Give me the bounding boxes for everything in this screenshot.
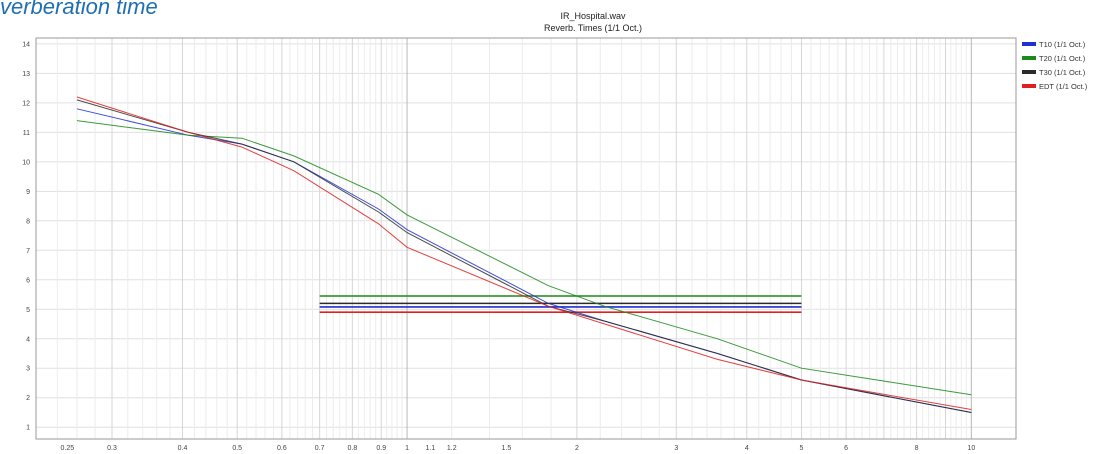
- y-tick-label: 3: [26, 366, 30, 373]
- grid: [35, 38, 1017, 439]
- x-tick-label: 3: [674, 445, 678, 452]
- x-tick-label: 5: [800, 445, 804, 452]
- legend-label: T30 (1/1 Oct.): [1039, 68, 1086, 77]
- x-tick-label: 1: [405, 445, 409, 452]
- x-tick-label: 10: [967, 445, 975, 452]
- x-tick-label: 0.5: [232, 445, 242, 452]
- y-tick-label: 1: [26, 425, 30, 432]
- overall-lines: [319, 295, 802, 314]
- x-tick-label: 2: [575, 445, 579, 452]
- legend-swatch: [1022, 70, 1036, 74]
- y-tick-label: 8: [26, 218, 30, 225]
- section-heading: verberation time: [0, 0, 158, 19]
- legend-swatch: [1022, 84, 1036, 88]
- plot-frame: [35, 37, 1017, 440]
- x-tick-label: 1.5: [502, 445, 512, 452]
- series-line: [76, 120, 972, 396]
- y-tick-label: 7: [26, 248, 30, 255]
- x-tick-label: 1.1: [426, 445, 436, 452]
- x-tick-label: 0.9: [376, 445, 386, 452]
- x-tick-label: 1.2: [447, 445, 457, 452]
- legend-label: T20 (1/1 Oct.): [1039, 54, 1086, 63]
- legend-label: T10 (1/1 Oct.): [1039, 40, 1086, 49]
- x-tick-label: 8: [915, 445, 919, 452]
- x-tick-label: 0.6: [277, 445, 287, 452]
- x-tick-label: 0.25: [61, 445, 75, 452]
- y-tick-label: 9: [26, 189, 30, 196]
- series-line: [76, 96, 972, 410]
- x-tick-labels: 0.25 0.3 0.4 0.5 0.6 0.7 0.8 0.9 1 1.1 1.2 1.5 2 3 4 5 6…: [61, 445, 976, 452]
- x-tick-label: 4: [745, 445, 749, 452]
- y-tick-label: 12: [22, 100, 30, 107]
- legend-swatch: [1022, 56, 1036, 60]
- legend-swatch: [1022, 42, 1036, 46]
- legend: T10 (1/1 Oct.) T20 (1/1 Oct.) T30 (1/1 Oct…: [1022, 40, 1088, 91]
- x-tick-label: 0.7: [315, 445, 325, 452]
- y-tick-label: 11: [23, 130, 30, 137]
- y-tick-label: 10: [22, 159, 30, 166]
- y-tick-label: 14: [22, 41, 30, 48]
- chart-subtitle: Reverb. Times (1/1 Oct.): [544, 23, 642, 33]
- y-tick-label: 13: [22, 71, 30, 78]
- y-tick-label: 2: [26, 395, 30, 402]
- y-tick-label: 4: [26, 336, 30, 343]
- legend-label: EDT (1/1 Oct.): [1039, 82, 1088, 91]
- series-line: [76, 108, 972, 413]
- chart-title: IR_Hospital.wav: [560, 11, 626, 21]
- x-tick-label: 6: [844, 445, 848, 452]
- y-tick-label: 6: [26, 277, 30, 284]
- series-lines: [76, 96, 972, 413]
- series-line: [76, 99, 972, 413]
- y-tick-label: 5: [26, 307, 30, 314]
- x-tick-label: 0.8: [348, 445, 358, 452]
- x-tick-label: 0.4: [178, 445, 188, 452]
- x-tick-label: 0.3: [107, 445, 117, 452]
